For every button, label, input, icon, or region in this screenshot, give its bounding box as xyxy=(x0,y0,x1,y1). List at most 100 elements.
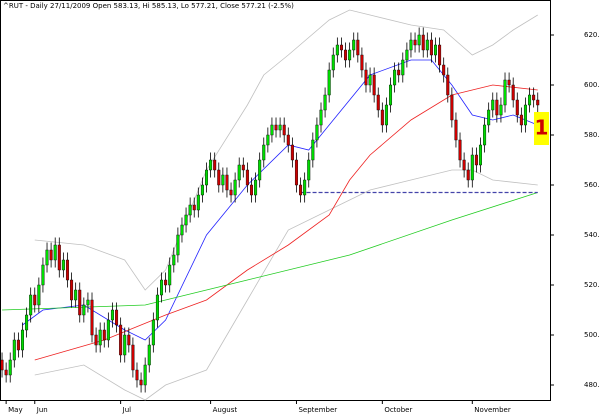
candle-body xyxy=(380,109,384,126)
candle-body xyxy=(131,344,135,371)
candle-body xyxy=(331,54,335,71)
annotation-box xyxy=(534,112,549,145)
candle-body xyxy=(397,69,401,76)
candle-body xyxy=(213,159,217,171)
candle-body xyxy=(409,39,413,51)
candle-body xyxy=(205,169,209,186)
candle-body xyxy=(360,54,364,71)
candle-body xyxy=(0,359,4,371)
candle-body xyxy=(4,369,8,376)
candle-body xyxy=(41,264,45,286)
chart-title: ^RUT - Daily 27/11/2009 Open 583.13, Hi … xyxy=(3,2,294,10)
candle-body xyxy=(523,104,527,126)
candle-body xyxy=(515,99,519,116)
candle-body xyxy=(294,159,298,186)
candle-body xyxy=(352,39,356,51)
candle-body xyxy=(172,254,176,266)
candle-body xyxy=(78,289,82,316)
candle-body xyxy=(200,184,204,196)
candle-body xyxy=(241,164,245,171)
candle-body xyxy=(491,99,495,111)
candle-body xyxy=(180,224,184,236)
candle-body xyxy=(458,139,462,161)
candle-body xyxy=(229,189,233,196)
candle-body xyxy=(37,284,41,306)
candle-body xyxy=(135,369,139,381)
candle-body xyxy=(258,159,262,181)
candle-body xyxy=(110,309,114,321)
candle-body xyxy=(438,44,442,66)
candle-body xyxy=(164,279,168,286)
candle-body xyxy=(434,44,438,56)
candle-body xyxy=(249,184,253,196)
candle-body xyxy=(327,69,331,96)
candle-body xyxy=(303,179,307,196)
candle-body xyxy=(278,124,282,131)
candle-body xyxy=(102,329,106,341)
candle-body xyxy=(196,194,200,211)
candle-body xyxy=(94,334,98,346)
candle-body xyxy=(495,99,499,116)
candle-body xyxy=(384,104,388,126)
y-tick-label: 480.00 xyxy=(584,381,600,389)
candle-body xyxy=(12,339,16,361)
candle-body xyxy=(454,119,458,141)
x-tick-label: November xyxy=(474,406,511,414)
candle-body xyxy=(237,164,241,181)
candle-body xyxy=(368,74,372,86)
candle-body xyxy=(507,79,511,86)
candle-body xyxy=(536,99,540,106)
candle-body xyxy=(319,109,323,126)
candle-body xyxy=(356,39,360,56)
candle-body xyxy=(192,204,196,211)
candle-body xyxy=(425,39,429,51)
candle-body xyxy=(470,154,474,181)
candle-body xyxy=(262,144,266,161)
candle-body xyxy=(364,69,368,86)
candle-body xyxy=(446,74,450,96)
candle-body xyxy=(98,329,102,346)
candle-body xyxy=(155,294,159,321)
candle-body xyxy=(16,339,20,351)
candle-body xyxy=(49,249,53,261)
candle-body xyxy=(335,44,339,56)
candle-body xyxy=(90,299,94,336)
candle-body xyxy=(503,79,507,106)
candle-body xyxy=(266,134,270,146)
candle-body xyxy=(119,324,123,356)
candle-body xyxy=(286,134,290,146)
y-tick-label: 560.00 xyxy=(584,181,600,189)
candle-body xyxy=(348,49,352,61)
candle-body xyxy=(115,309,119,326)
x-tick-label: May xyxy=(8,406,22,414)
candle-body xyxy=(245,169,249,186)
x-tick-label: September xyxy=(298,406,337,414)
candle-body xyxy=(474,154,478,166)
candle-body xyxy=(57,244,61,271)
candle-body xyxy=(417,34,421,46)
candle-body xyxy=(70,279,74,301)
candle-body xyxy=(65,259,69,281)
candle-body xyxy=(225,174,229,191)
x-tick-label: October xyxy=(384,406,412,414)
candle-body xyxy=(393,69,397,86)
candle-body xyxy=(127,334,131,346)
candle-body xyxy=(376,94,380,111)
candle-body xyxy=(123,334,127,356)
candle-body xyxy=(143,364,147,386)
indicator-line xyxy=(2,192,538,311)
candle-body xyxy=(519,114,523,126)
candle-body xyxy=(323,94,327,111)
y-tick-label: 500.00 xyxy=(584,331,600,339)
candle-body xyxy=(282,124,286,136)
candle-body xyxy=(147,344,151,366)
candle-body xyxy=(160,279,164,296)
candle-body xyxy=(53,244,57,261)
candle-body xyxy=(307,159,311,181)
x-tick-label: Jul xyxy=(122,406,132,414)
candle-body xyxy=(233,179,237,196)
candle-body xyxy=(311,139,315,161)
y-tick-label: 580.00 xyxy=(584,131,600,139)
indicator-line xyxy=(34,9,538,291)
y-tick-label: 520.00 xyxy=(584,281,600,289)
